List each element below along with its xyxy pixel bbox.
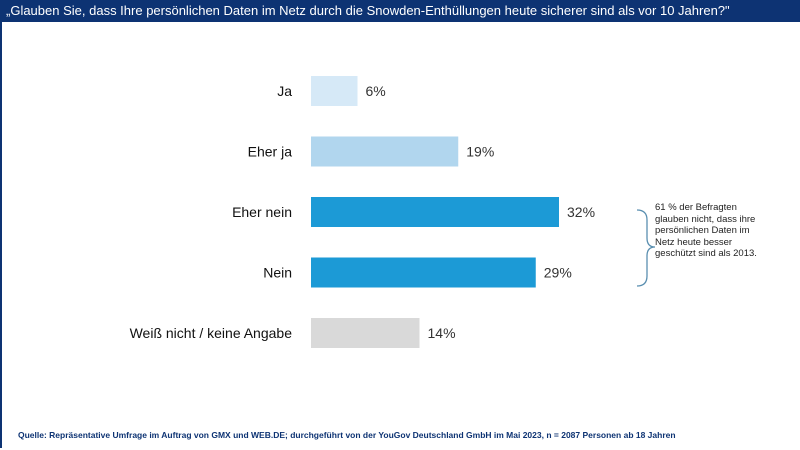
curly-bracket bbox=[636, 209, 656, 287]
value-label: 14% bbox=[428, 325, 456, 341]
bar bbox=[311, 76, 358, 106]
category-label: Eher nein bbox=[232, 204, 292, 220]
value-label: 29% bbox=[544, 265, 572, 281]
value-label: 32% bbox=[567, 204, 595, 220]
source-note: Quelle: Repräsentative Umfrage im Auftra… bbox=[18, 430, 676, 440]
annotation-text: 61 % der Befragten glauben nicht, dass i… bbox=[655, 202, 757, 260]
bar bbox=[311, 197, 559, 227]
category-label: Eher ja bbox=[248, 144, 293, 160]
category-label: Weiß nicht / keine Angabe bbox=[130, 325, 293, 341]
bar bbox=[311, 257, 536, 288]
chart-title: „Glauben Sie, dass Ihre persönlichen Dat… bbox=[0, 0, 800, 22]
bar bbox=[311, 318, 420, 348]
category-label: Nein bbox=[263, 265, 292, 281]
value-label: 6% bbox=[366, 83, 386, 99]
category-label: Ja bbox=[277, 83, 292, 99]
bar bbox=[311, 136, 459, 167]
value-label: 19% bbox=[466, 144, 494, 160]
